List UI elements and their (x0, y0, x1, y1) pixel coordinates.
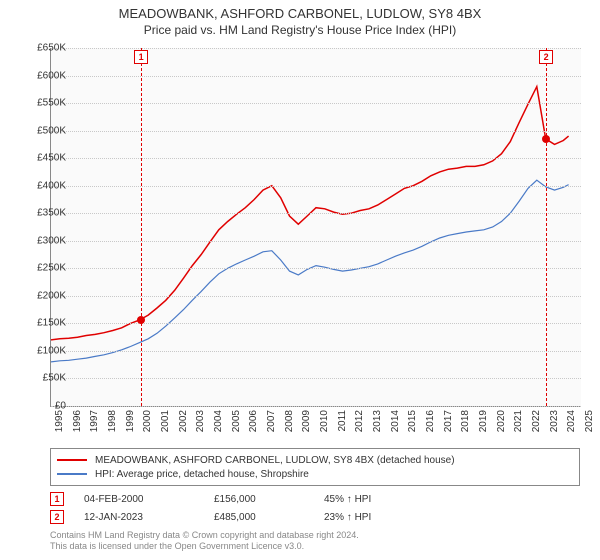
xtick-label: 2009 (301, 410, 312, 432)
gridline-h (51, 268, 581, 269)
xtick-label: 1996 (72, 410, 83, 432)
xtick-label: 2019 (478, 410, 489, 432)
xtick-label: 1998 (107, 410, 118, 432)
sale-marker-box: 2 (539, 50, 553, 64)
gridline-h (51, 131, 581, 132)
xtick-label: 2014 (390, 410, 401, 432)
sales-row-price: £156,000 (214, 494, 324, 505)
ytick-label: £350K (22, 208, 66, 219)
ytick-label: £600K (22, 70, 66, 81)
legend-swatch (57, 459, 87, 461)
xtick-label: 2015 (407, 410, 418, 432)
gridline-h (51, 103, 581, 104)
xtick-label: 1997 (89, 410, 100, 432)
chart-subtitle: Price paid vs. HM Land Registry's House … (0, 23, 600, 37)
gridline-h (51, 48, 581, 49)
xtick-label: 2011 (337, 410, 348, 432)
xtick-label: 2016 (425, 410, 436, 432)
chart-container: MEADOWBANK, ASHFORD CARBONEL, LUDLOW, SY… (0, 0, 600, 560)
ytick-label: £400K (22, 180, 66, 191)
sales-row-marker: 2 (50, 510, 64, 524)
gridline-h (51, 158, 581, 159)
xtick-label: 2003 (195, 410, 206, 432)
ytick-label: £650K (22, 43, 66, 54)
sale-marker-dot (542, 135, 550, 143)
chart-lines-svg (51, 48, 581, 406)
xtick-label: 2023 (549, 410, 560, 432)
xtick-label: 2017 (443, 410, 454, 432)
xtick-label: 2022 (531, 410, 542, 432)
xtick-label: 1999 (125, 410, 136, 432)
xtick-label: 1995 (54, 410, 65, 432)
xtick-label: 2008 (284, 410, 295, 432)
legend-row: HPI: Average price, detached house, Shro… (57, 467, 573, 481)
ytick-label: £300K (22, 235, 66, 246)
xtick-label: 2021 (513, 410, 524, 432)
xtick-label: 2020 (496, 410, 507, 432)
chart-title: MEADOWBANK, ASHFORD CARBONEL, LUDLOW, SY… (0, 0, 600, 21)
xtick-label: 2025 (584, 410, 595, 432)
legend-label: MEADOWBANK, ASHFORD CARBONEL, LUDLOW, SY… (95, 455, 455, 466)
sales-row-pct: 23% ↑ HPI (324, 512, 424, 523)
footer-line2: This data is licensed under the Open Gov… (50, 541, 359, 552)
sales-table: 1 04-FEB-2000£156,00045% ↑ HPI 2 12-JAN-202… (50, 490, 424, 526)
legend-swatch (57, 473, 87, 475)
gridline-h (51, 323, 581, 324)
footer-line1: Contains HM Land Registry data © Crown c… (50, 530, 359, 541)
ytick-label: £500K (22, 125, 66, 136)
series-line (51, 180, 569, 362)
gridline-h (51, 241, 581, 242)
ytick-label: £450K (22, 153, 66, 164)
legend-box: MEADOWBANK, ASHFORD CARBONEL, LUDLOW, SY… (50, 448, 580, 486)
xtick-label: 2018 (460, 410, 471, 432)
gridline-h (51, 213, 581, 214)
gridline-h (51, 76, 581, 77)
xtick-label: 2007 (266, 410, 277, 432)
ytick-label: £550K (22, 98, 66, 109)
sale-marker-line (546, 48, 547, 406)
ytick-label: £200K (22, 290, 66, 301)
xtick-label: 2004 (213, 410, 224, 432)
legend-row: MEADOWBANK, ASHFORD CARBONEL, LUDLOW, SY… (57, 453, 573, 467)
xtick-label: 2006 (248, 410, 259, 432)
ytick-label: £150K (22, 318, 66, 329)
xtick-label: 2000 (142, 410, 153, 432)
footer-text: Contains HM Land Registry data © Crown c… (50, 530, 359, 553)
ytick-label: £100K (22, 345, 66, 356)
sales-row-date: 04-FEB-2000 (84, 494, 214, 505)
sales-row-pct: 45% ↑ HPI (324, 494, 424, 505)
sales-row-price: £485,000 (214, 512, 324, 523)
gridline-h (51, 296, 581, 297)
sales-row: 2 12-JAN-2023£485,00023% ↑ HPI (50, 508, 424, 526)
gridline-h (51, 351, 581, 352)
sales-row-marker: 1 (50, 492, 64, 506)
gridline-h (51, 406, 581, 407)
ytick-label: £50K (22, 373, 66, 384)
xtick-label: 2013 (372, 410, 383, 432)
ytick-label: £250K (22, 263, 66, 274)
xtick-label: 2005 (231, 410, 242, 432)
sale-marker-dot (137, 316, 145, 324)
sales-row-date: 12-JAN-2023 (84, 512, 214, 523)
plot-area: 12 (50, 48, 581, 407)
sale-marker-box: 1 (134, 50, 148, 64)
legend-label: HPI: Average price, detached house, Shro… (95, 469, 309, 480)
gridline-h (51, 186, 581, 187)
sale-marker-line (141, 48, 142, 406)
xtick-label: 2024 (566, 410, 577, 432)
gridline-h (51, 378, 581, 379)
sales-row: 1 04-FEB-2000£156,00045% ↑ HPI (50, 490, 424, 508)
xtick-label: 2012 (354, 410, 365, 432)
xtick-label: 2010 (319, 410, 330, 432)
xtick-label: 2002 (178, 410, 189, 432)
xtick-label: 2001 (160, 410, 171, 432)
